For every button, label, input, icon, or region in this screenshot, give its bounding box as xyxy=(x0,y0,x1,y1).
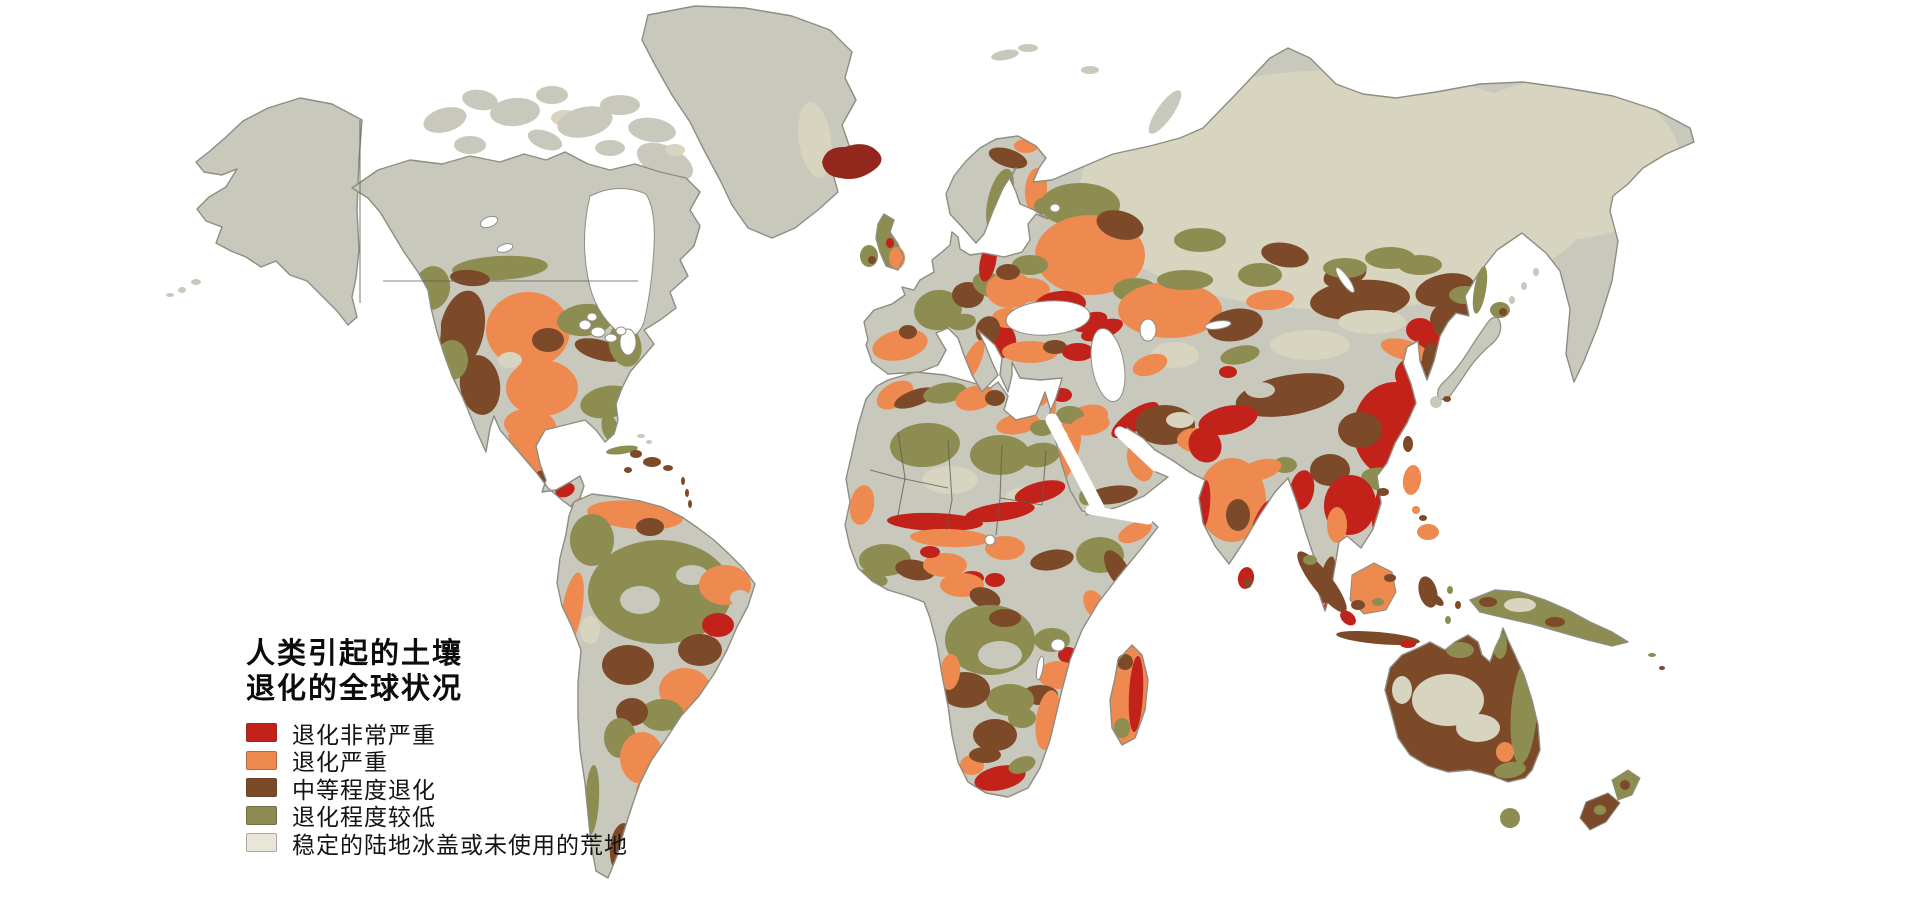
legend-label: 退化程度较低 xyxy=(292,805,436,832)
persian-gulf xyxy=(1114,426,1162,472)
red-sea xyxy=(1045,413,1105,515)
legend-swatch-moderate xyxy=(246,778,277,798)
australia xyxy=(1384,627,1541,828)
legend-swatch-low xyxy=(246,805,277,825)
arctic-islands xyxy=(423,44,1182,182)
madagascar xyxy=(1109,644,1149,746)
legend-label: 退化非常严重 xyxy=(292,722,436,749)
legend-swatch-stable xyxy=(246,833,277,853)
legend-title-line2: 退化的全球状况 xyxy=(246,671,464,705)
legend-label: 退化严重 xyxy=(292,750,388,777)
caribbean-islands xyxy=(606,434,692,508)
great-lakes xyxy=(578,319,592,331)
aral-sea xyxy=(1139,318,1157,342)
eurasia xyxy=(863,47,1695,612)
map-legend: 人类引起的土壤 退化的全球状况 退化非常严重 退化严重 中等程度退化 退化程度较… xyxy=(246,636,628,859)
new-guinea xyxy=(1469,589,1665,670)
taiwan xyxy=(1403,436,1413,452)
hainan xyxy=(1377,488,1389,496)
british-isles xyxy=(860,213,905,271)
south-america xyxy=(556,493,756,879)
north-america xyxy=(351,120,701,539)
legend-item-very-severe: 退化非常严重 xyxy=(246,719,628,749)
legend-swatch-very-severe xyxy=(246,723,277,743)
tasmania xyxy=(1500,808,1520,828)
caspian-sea xyxy=(1090,327,1126,403)
legend-item-stable: 稳定的陆地冰盖或未使用的荒地 xyxy=(246,829,628,859)
legend-title: 人类引起的土壤 退化的全球状况 xyxy=(246,636,628,706)
legend-item-low: 退化程度较低 xyxy=(246,802,628,831)
sri-lanka xyxy=(1237,567,1255,589)
legend-items: 退化非常严重 退化严重 中等程度退化 退化程度较低 稳定的陆地冰盖或未使用的荒地 xyxy=(246,719,628,859)
legend-item-moderate: 中等程度退化 xyxy=(246,774,628,804)
lake-victoria xyxy=(1050,638,1066,652)
japan xyxy=(1430,266,1539,408)
alaska xyxy=(166,97,363,326)
new-zealand xyxy=(1579,769,1641,831)
africa xyxy=(844,371,1159,798)
iceland xyxy=(822,144,882,179)
hudson-bay xyxy=(583,188,655,337)
indonesia-philippines xyxy=(1297,465,1461,655)
legend-title-line1: 人类引起的土壤 xyxy=(246,636,464,670)
black-sea xyxy=(1005,300,1091,336)
legend-item-severe: 退化严重 xyxy=(246,747,628,776)
legend-label: 稳定的陆地冰盖或未使用的荒地 xyxy=(292,832,628,859)
legend-swatch-severe xyxy=(246,750,277,770)
country-borders xyxy=(869,431,1047,536)
legend-label: 中等程度退化 xyxy=(292,777,436,804)
